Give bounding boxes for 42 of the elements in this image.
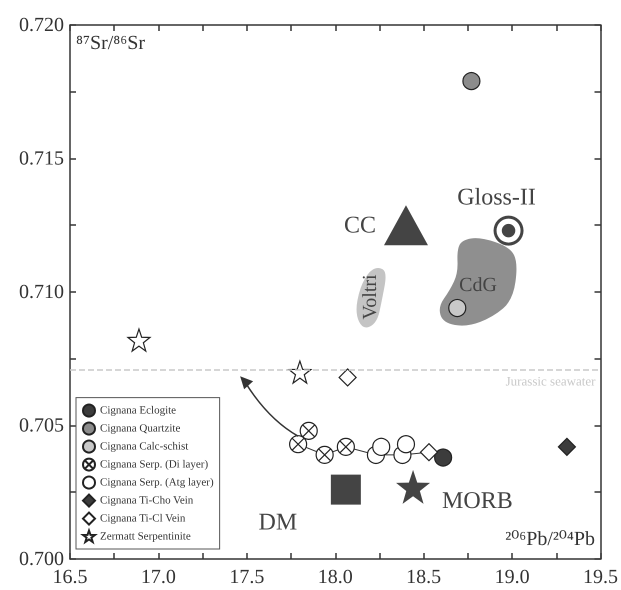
series-label: MORB [442, 488, 513, 514]
point [396, 470, 430, 504]
series-label: DM [258, 510, 298, 536]
series-label: CC [344, 212, 376, 238]
point [330, 474, 361, 505]
legend-label: Cignana Quartzite [100, 422, 180, 435]
x-tick-label: 17.5 [229, 566, 264, 588]
y-tick-label: 0.715 [19, 148, 64, 170]
point [558, 438, 576, 456]
annotation: Voltri [359, 274, 381, 320]
point [494, 216, 524, 246]
point [396, 435, 416, 454]
legend-label: Cignana Serp. (Atg layer) [100, 476, 214, 489]
y-tick-label: 0.720 [19, 14, 64, 36]
annotation: CdG [459, 274, 497, 296]
point [372, 438, 390, 456]
x-tick-label: 18.0 [318, 566, 353, 588]
legend-label: Cignana Ti-Cho Vein [100, 494, 194, 507]
y-tick-label: 0.710 [19, 281, 64, 303]
legend-label: Cignana Serp. (Di layer) [100, 458, 208, 471]
series-label: Gloss-II [457, 184, 536, 211]
y-tick-label: 0.705 [19, 414, 64, 436]
x-axis-title: ²⁰⁶Pb/²⁰⁴Pb [505, 528, 596, 550]
point [316, 446, 334, 464]
point [384, 205, 428, 246]
x-tick-label: 18.5 [406, 566, 442, 588]
point [336, 438, 355, 456]
x-tick-label: 17.0 [140, 566, 176, 588]
legend-label: Zermatt Serpentinite [100, 530, 191, 542]
y-axis-title: ⁸⁷Sr/⁸⁶Sr [76, 32, 146, 54]
legend-label: Cignana Calc-schist [100, 440, 188, 453]
legend-label: Cignana Eclogite [100, 404, 176, 417]
point [448, 298, 466, 318]
point [289, 435, 308, 454]
point [127, 328, 151, 352]
legend-label: Cignana Ti-Cl Vein [100, 512, 186, 525]
point [300, 422, 318, 440]
point [420, 443, 438, 462]
x-tick-label: 19.5 [583, 566, 618, 588]
point [434, 448, 452, 467]
x-tick-label: 19.0 [494, 566, 530, 588]
point [462, 72, 481, 90]
